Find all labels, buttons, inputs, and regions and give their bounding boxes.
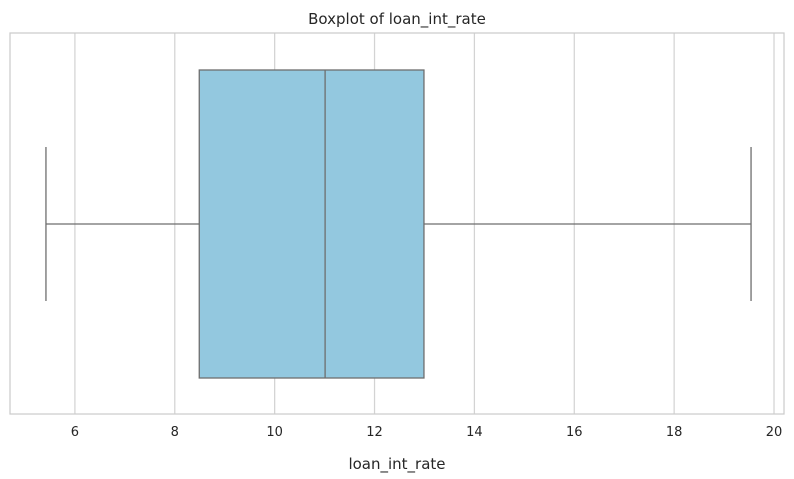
iqr-box <box>198 69 425 379</box>
box-layer <box>45 69 752 379</box>
x-tick-label: 6 <box>71 425 79 440</box>
x-tick-label: 10 <box>266 425 283 440</box>
x-tick-label: 16 <box>566 425 583 440</box>
x-tick-label: 18 <box>666 425 683 440</box>
chart-title: Boxplot of loan_int_rate <box>308 10 486 29</box>
plot-frame <box>9 32 785 415</box>
x-tick-label: 12 <box>366 425 383 440</box>
x-axis-label: loan_int_rate <box>348 455 445 474</box>
x-tick-label: 20 <box>766 425 783 440</box>
x-tick-label: 14 <box>466 425 483 440</box>
x-tick-label: 8 <box>171 425 179 440</box>
x-tick-labels: 6 8 10 12 14 16 18 20 <box>71 425 783 440</box>
